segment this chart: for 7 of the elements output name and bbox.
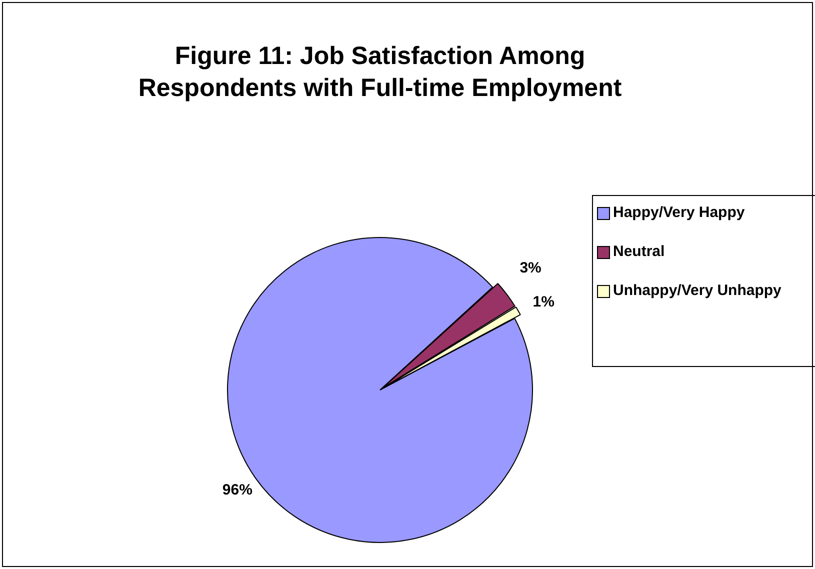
data-label: 3% — [520, 260, 542, 277]
legend-label: Neutral — [613, 243, 665, 260]
legend-label: Happy/Very Happy — [613, 204, 745, 221]
data-label: 96% — [222, 482, 252, 499]
legend-label: Unhappy/Very Unhappy — [613, 282, 782, 299]
data-label: 1% — [532, 293, 554, 310]
chart-title: Figure 11: Job Satisfaction Among Respondents with Full-time Employment — [137, 41, 623, 104]
